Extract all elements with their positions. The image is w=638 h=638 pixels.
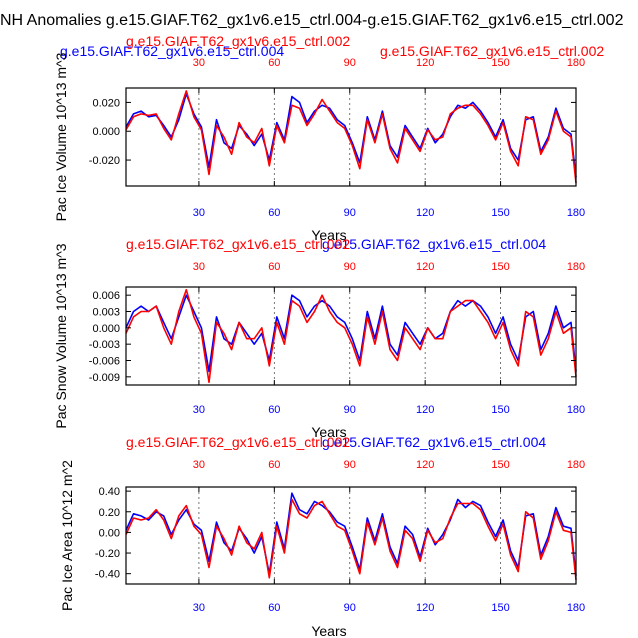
x-tick-label-bottom: 90 — [344, 207, 356, 219]
x-tick-label-bottom: 60 — [268, 207, 280, 219]
x-tick-label-bottom: 30 — [193, 404, 205, 416]
y-tick-label: 0.003 — [92, 307, 120, 319]
x-tick-label-top: 60 — [268, 261, 280, 273]
x-tick-label-bottom: 30 — [193, 207, 205, 219]
series-line-ctrl002 — [125, 90, 577, 184]
y-tick-label: -0.20 — [95, 548, 120, 560]
x-tick-label-bottom: 90 — [344, 602, 356, 614]
x-tick-label-top: 120 — [416, 261, 434, 273]
x-tick-label-top: 150 — [491, 261, 509, 273]
series-line-ctrl004 — [125, 492, 577, 576]
y-tick-label: -0.020 — [89, 155, 120, 167]
x-tick-label-bottom: 120 — [416, 602, 434, 614]
x-tick-label-bottom: 90 — [344, 404, 356, 416]
series-line-ctrl004 — [125, 294, 577, 373]
x-tick-label-top: 180 — [567, 261, 585, 273]
case-label-blue: g.e15.GIAF.T62_gx1v6.e15_ctrl.004 — [322, 434, 546, 450]
y-axis-label: Pac Ice Volume 10^13 m^3 — [53, 52, 69, 221]
series-line-ctrl002 — [125, 498, 577, 580]
series-line-ctrl004 — [125, 93, 577, 178]
x-tick-label-top: 90 — [344, 261, 356, 273]
y-tick-label: 0.000 — [92, 126, 120, 138]
case-label-blue: g.e15.GIAF.T62_gx1v6.e15_ctrl.004 — [60, 43, 284, 59]
y-tick-label: -0.003 — [89, 339, 120, 351]
y-tick-label: 0.000 — [92, 323, 120, 335]
x-tick-label-top: 150 — [491, 459, 509, 471]
x-axis-label: Years — [311, 424, 346, 440]
y-tick-label: -0.40 — [95, 569, 120, 581]
x-tick-label-top: 180 — [567, 459, 585, 471]
x-axis-label: Years — [311, 227, 346, 243]
x-tick-label-top: 180 — [567, 57, 585, 69]
y-tick-label: -0.009 — [89, 372, 120, 384]
panel-3: g.e15.GIAF.T62_gx1v6.e15_ctrl.004g.e15.G… — [59, 434, 585, 638]
x-tick-label-bottom: 30 — [193, 602, 205, 614]
x-tick-label-bottom: 150 — [491, 602, 509, 614]
x-tick-label-top: 60 — [268, 57, 280, 69]
x-tick-label-top: 30 — [193, 261, 205, 273]
y-tick-label: 0.40 — [99, 486, 120, 498]
case-label-red: g.e15.GIAF.T62_gx1v6.e15_ctrl.002 — [126, 33, 350, 49]
plot-frame — [125, 87, 577, 187]
panel-2: g.e15.GIAF.T62_gx1v6.e15_ctrl.004g.e15.G… — [53, 236, 585, 440]
x-tick-label-top: 90 — [344, 57, 356, 69]
case-label-red: g.e15.GIAF.T62_gx1v6.e15_ctrl.002 — [126, 434, 350, 450]
case-label-red-right: g.e15.GIAF.T62_gx1v6.e15_ctrl.002 — [380, 43, 604, 59]
x-tick-label-top: 120 — [416, 459, 434, 471]
x-tick-label-top: 150 — [491, 57, 509, 69]
panel-1: g.e15.GIAF.T62_gx1v6.e15_ctrl.004g.e15.G… — [53, 33, 604, 243]
case-label-red: g.e15.GIAF.T62_gx1v6.e15_ctrl.002 — [126, 236, 350, 252]
x-tick-label-top: 90 — [344, 459, 356, 471]
y-tick-label: 0.00 — [99, 527, 120, 539]
x-tick-label-top: 30 — [193, 459, 205, 471]
y-tick-label: 0.20 — [99, 507, 120, 519]
plot-frame — [125, 286, 577, 386]
x-tick-label-bottom: 150 — [491, 404, 509, 416]
figure-title: NH Anomalies g.e15.GIAF.T62_gx1v6.e15_ct… — [0, 12, 624, 29]
y-tick-label: -0.006 — [89, 356, 120, 368]
x-tick-label-bottom: 180 — [567, 207, 585, 219]
x-tick-label-top: 30 — [193, 57, 205, 69]
plot-frame — [125, 486, 577, 585]
x-tick-label-bottom: 60 — [268, 404, 280, 416]
x-tick-label-bottom: 180 — [567, 404, 585, 416]
x-axis-label: Years — [311, 623, 346, 638]
x-tick-label-bottom: 150 — [491, 207, 509, 219]
case-label-blue: g.e15.GIAF.T62_gx1v6.e15_ctrl.004 — [322, 236, 546, 252]
x-tick-label-top: 120 — [416, 57, 434, 69]
x-tick-label-top: 60 — [268, 459, 280, 471]
x-tick-label-bottom: 180 — [567, 602, 585, 614]
series-line-ctrl002 — [125, 288, 577, 384]
y-tick-label: 0.006 — [92, 290, 120, 302]
x-tick-label-bottom: 120 — [416, 207, 434, 219]
y-axis-label: Pac Ice Area 10^12 m^2 — [59, 460, 75, 611]
y-axis-label: Pac Snow Volume 10^13 m^3 — [53, 243, 69, 428]
x-tick-label-bottom: 60 — [268, 602, 280, 614]
y-tick-label: 0.020 — [92, 97, 120, 109]
x-tick-label-bottom: 120 — [416, 404, 434, 416]
